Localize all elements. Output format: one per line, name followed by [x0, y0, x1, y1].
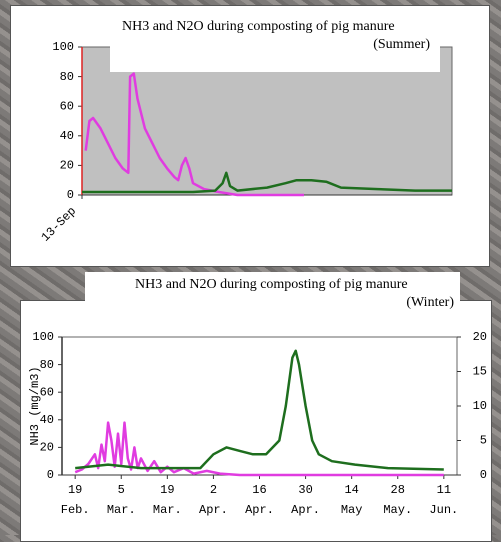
data-line — [75, 349, 444, 471]
x-tick-label: 28 May. — [383, 483, 412, 517]
x-tick-label-line: 14 — [344, 483, 358, 497]
x-tick-label-line: 19 — [68, 483, 82, 497]
y2-tick-label: 10 — [473, 399, 487, 413]
x-tick-label-line: Mar. — [107, 503, 136, 517]
data-line — [84, 72, 304, 197]
data-line — [82, 171, 452, 194]
x-tick-label-line: 5 — [118, 483, 125, 497]
chart-title: NH3 and N2O during composting of pig man… — [85, 272, 460, 322]
chart-title: NH3 and N2O during composting of pig man… — [110, 14, 440, 72]
y-tick-label: 80 — [40, 358, 54, 372]
x-tick-label: 11 Jun. — [429, 483, 458, 517]
x-tick-label-line: 2 — [210, 483, 217, 497]
y-tick-label: 40 — [40, 413, 54, 427]
x-tick-label: 2 Apr. — [199, 483, 228, 517]
x-tick-label-line: 19 — [160, 483, 174, 497]
x-tick-label: 13-Sep — [39, 204, 79, 244]
y-tick-label: 80 — [60, 70, 74, 84]
y-tick-label: 40 — [60, 129, 74, 143]
x-tick-label-line: Feb. — [61, 503, 90, 517]
y2-tick-label: 5 — [480, 434, 487, 448]
x-tick-label-line: Apr. — [199, 503, 228, 517]
y-tick-label: 0 — [67, 188, 74, 202]
y-tick-label: 0 — [47, 468, 54, 482]
x-tick-label: 5 Mar. — [107, 483, 136, 517]
x-tick-label-line: May — [341, 503, 363, 517]
x-tick-label: 19 Feb. — [61, 483, 90, 517]
y2-tick-label: 20 — [473, 330, 487, 344]
y-tick-label: 100 — [52, 40, 74, 54]
y-axis-label: NH3 (mg/m3) — [28, 366, 42, 445]
y-tick-label: 20 — [40, 441, 54, 455]
y-tick-label: 60 — [40, 385, 54, 399]
y-tick-label: 60 — [60, 99, 74, 113]
y-tick-label: 20 — [60, 159, 74, 173]
x-tick-label-line: Mar. — [153, 503, 182, 517]
data-line — [74, 421, 444, 477]
y2-tick-label: 0 — [480, 468, 487, 482]
y-tick-label: 100 — [32, 330, 54, 344]
x-tick-label-line: 11 — [437, 483, 451, 497]
x-tick-label: 30 Apr. — [291, 483, 320, 517]
x-tick-label-line: Jun. — [429, 503, 458, 517]
x-tick-label-line: Apr. — [291, 503, 320, 517]
x-tick-label-line: Apr. — [245, 503, 274, 517]
x-tick-label: 19 Mar. — [153, 483, 182, 517]
x-tick-label-line: May. — [383, 503, 412, 517]
x-tick-label: 16 Apr. — [245, 483, 274, 517]
x-tick-label: 14 May — [341, 483, 363, 517]
x-tick-label-line: 28 — [391, 483, 405, 497]
x-tick-label-line: 16 — [252, 483, 266, 497]
x-tick-label-line: 30 — [298, 483, 312, 497]
y2-tick-label: 15 — [473, 365, 487, 379]
